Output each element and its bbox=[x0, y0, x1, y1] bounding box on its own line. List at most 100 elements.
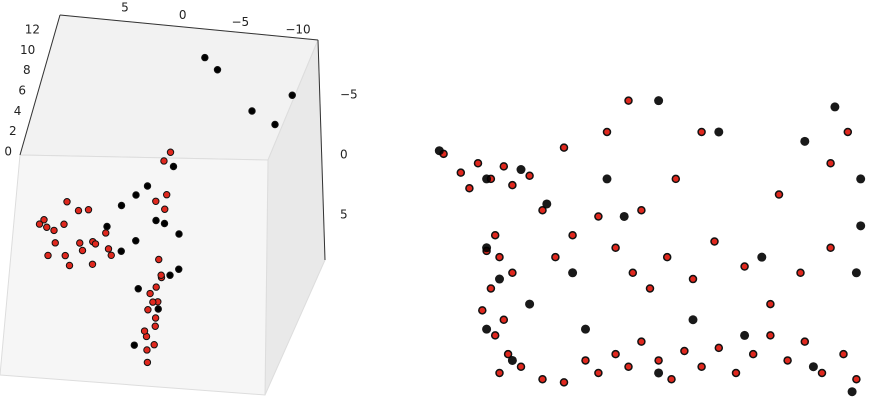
point bbox=[624, 96, 633, 105]
point bbox=[654, 368, 664, 378]
point bbox=[248, 107, 256, 115]
point bbox=[645, 284, 655, 293]
x-tick-label: −10 bbox=[285, 23, 310, 37]
point bbox=[434, 146, 444, 156]
z-tick-label: 12 bbox=[25, 23, 40, 37]
point bbox=[503, 349, 513, 359]
point bbox=[856, 174, 866, 184]
point bbox=[61, 251, 69, 260]
point bbox=[817, 368, 827, 378]
point bbox=[486, 284, 496, 293]
point bbox=[143, 182, 152, 190]
point bbox=[538, 374, 547, 384]
point bbox=[74, 206, 83, 215]
point bbox=[104, 245, 113, 253]
point bbox=[808, 362, 818, 372]
point bbox=[697, 127, 706, 137]
point bbox=[624, 362, 633, 371]
point bbox=[538, 205, 547, 215]
point bbox=[581, 356, 590, 365]
point bbox=[748, 349, 758, 359]
point bbox=[542, 199, 552, 209]
point bbox=[152, 197, 160, 206]
point bbox=[88, 260, 97, 268]
z-tick-label: 8 bbox=[23, 63, 31, 77]
point bbox=[456, 168, 466, 177]
point bbox=[175, 265, 183, 273]
point bbox=[766, 299, 775, 309]
panes bbox=[0, 14, 326, 396]
point bbox=[44, 251, 52, 260]
point bbox=[499, 162, 509, 171]
x-tick-label: 5 bbox=[121, 1, 129, 15]
point bbox=[628, 268, 638, 278]
point bbox=[654, 356, 663, 365]
point bbox=[594, 212, 603, 221]
point bbox=[78, 246, 87, 255]
z-tick-label: 10 bbox=[20, 43, 35, 57]
point bbox=[559, 143, 569, 152]
point bbox=[134, 285, 142, 293]
point bbox=[160, 157, 168, 165]
point bbox=[50, 226, 58, 235]
point bbox=[482, 174, 492, 184]
point bbox=[856, 221, 866, 231]
z-tick-label: 0 bbox=[4, 145, 12, 159]
point bbox=[507, 355, 517, 365]
point bbox=[551, 252, 560, 262]
point bbox=[495, 252, 504, 262]
y-axis-line bbox=[317, 39, 326, 261]
point bbox=[740, 262, 749, 271]
point bbox=[851, 268, 861, 278]
point bbox=[65, 261, 74, 270]
point bbox=[680, 346, 689, 356]
point bbox=[132, 237, 140, 245]
point bbox=[852, 374, 861, 384]
point bbox=[800, 337, 810, 346]
point bbox=[76, 239, 84, 247]
x-axis-line bbox=[59, 14, 319, 41]
point bbox=[637, 337, 646, 346]
point bbox=[103, 222, 111, 231]
point bbox=[132, 191, 140, 199]
point bbox=[84, 206, 93, 214]
point bbox=[154, 305, 162, 313]
point bbox=[611, 243, 620, 253]
x-tick-label: 0 bbox=[179, 8, 187, 22]
z-tick-label: 2 bbox=[9, 124, 17, 138]
point bbox=[465, 184, 474, 193]
point bbox=[499, 315, 509, 324]
point bbox=[102, 229, 110, 237]
point bbox=[525, 171, 534, 181]
point bbox=[35, 220, 44, 228]
point bbox=[482, 324, 492, 334]
point bbox=[594, 368, 603, 378]
point bbox=[662, 252, 672, 262]
point bbox=[151, 322, 159, 330]
point bbox=[166, 148, 175, 156]
point bbox=[160, 219, 169, 228]
point bbox=[107, 251, 115, 260]
point bbox=[478, 306, 487, 315]
point bbox=[143, 346, 151, 354]
z-axis-line bbox=[19, 14, 61, 156]
point bbox=[161, 205, 169, 213]
point bbox=[157, 271, 165, 279]
point bbox=[149, 298, 157, 306]
point bbox=[847, 387, 857, 397]
point bbox=[766, 331, 775, 340]
point bbox=[783, 356, 792, 365]
point bbox=[839, 349, 848, 359]
point bbox=[152, 283, 160, 291]
point bbox=[288, 91, 296, 99]
point bbox=[568, 230, 577, 240]
point bbox=[710, 237, 719, 246]
point bbox=[151, 314, 160, 322]
point bbox=[667, 374, 676, 384]
point bbox=[525, 299, 535, 309]
point bbox=[826, 159, 835, 168]
back-pane bbox=[19, 14, 319, 161]
point bbox=[144, 306, 152, 314]
point bbox=[508, 180, 517, 190]
